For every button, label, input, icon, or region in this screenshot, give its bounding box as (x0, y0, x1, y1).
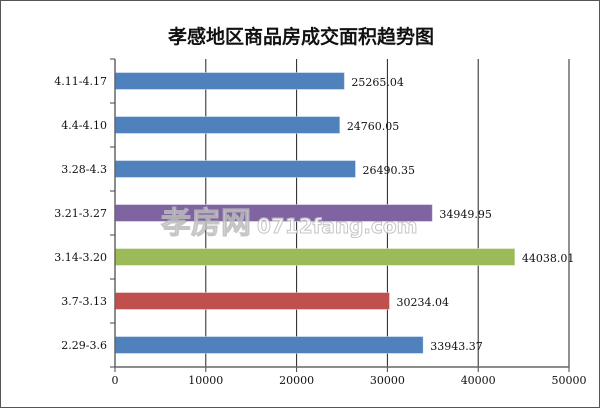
x-tick-label: 40000 (461, 374, 496, 387)
bar (114, 160, 357, 178)
data-label: 25265.04 (351, 76, 404, 89)
x-tick-label: 20000 (279, 374, 314, 387)
bar (114, 336, 424, 354)
y-category-label: 3.7-3.13 (61, 295, 107, 308)
data-label: 24760.05 (347, 120, 400, 133)
bar (114, 248, 516, 266)
data-label: 33943.37 (430, 340, 483, 353)
y-category-label: 3.14-3.20 (54, 251, 107, 264)
y-category-label: 4.4-4.10 (61, 119, 107, 132)
y-category-label: 2.29-3.6 (61, 339, 107, 352)
watermark-cn: 孝房网 (161, 206, 251, 241)
bar (114, 292, 391, 310)
x-tick-label: 10000 (188, 374, 223, 387)
bar (114, 72, 345, 90)
data-label: 44038.01 (522, 252, 575, 265)
y-category-label: 3.28-4.3 (61, 163, 107, 176)
bar (114, 116, 341, 134)
data-label: 30234.04 (397, 296, 450, 309)
y-category-label: 3.21-3.27 (54, 207, 107, 220)
chart-title: 孝感地区商品房成交面积趋势图 (168, 25, 434, 48)
data-label: 26490.35 (363, 164, 416, 177)
y-category-label: 4.11-4.17 (54, 75, 107, 88)
watermark-en: 0712fang.com (257, 214, 417, 238)
x-tick-label: 50000 (552, 374, 587, 387)
watermark: 孝房网 0712fang.com (161, 206, 418, 242)
x-tick-label: 0 (112, 374, 119, 387)
data-label: 34949.95 (439, 208, 492, 221)
x-tick-label: 30000 (370, 374, 405, 387)
